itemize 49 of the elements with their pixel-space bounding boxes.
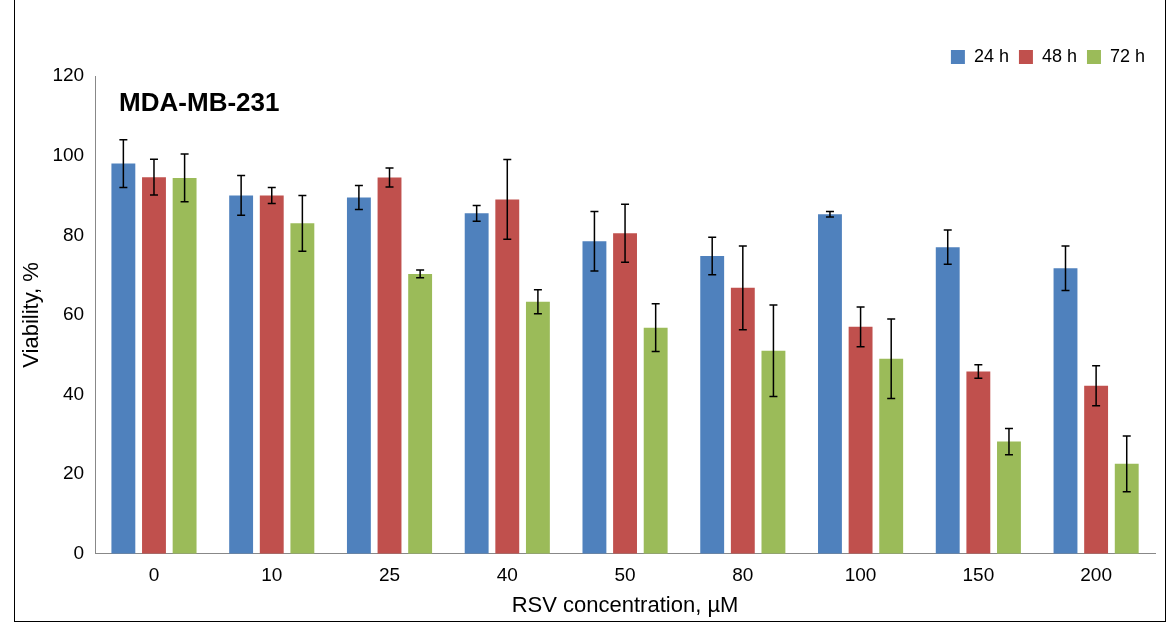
bar [997,441,1021,554]
bar [935,247,960,554]
bar [1084,385,1109,554]
x-tick-label: 0 [148,564,160,586]
bar [290,223,315,554]
bar [172,177,197,554]
text: MDA-MB-231 [119,87,280,118]
y-axis-title: Viability, % [18,262,44,368]
bar [495,199,520,554]
bar [582,241,607,554]
bar [700,255,725,554]
y-tick-label: 80 [62,223,85,245]
legend-label: 72 h [1109,45,1146,66]
x-tick-label: 50 [614,564,636,586]
bar [643,327,668,554]
bar [1053,268,1078,554]
bar [1114,463,1139,554]
legend-label: 48 h [1041,45,1077,66]
legend-label: 24 h [973,45,1009,66]
bar [966,371,991,554]
y-tick-label: 0 [73,542,85,564]
y-tick-label: 100 [52,143,85,165]
x-tick-label: 100 [844,564,877,586]
bar [761,350,786,554]
x-tick-label: 40 [496,564,518,586]
y-tick-label: 60 [62,303,85,325]
x-axis-title: RSV concentration, µM [511,591,739,617]
y-tick-label: 40 [62,382,85,404]
bar [525,301,550,554]
bar [111,163,136,554]
bar [377,177,402,554]
bar [818,214,842,554]
bar [408,273,433,554]
bar [259,195,284,554]
bar [142,177,166,554]
y-tick-label: 120 [52,64,85,86]
bar [613,233,637,554]
bar [730,287,755,554]
x-tick-label: 150 [962,564,995,586]
bar [464,213,489,554]
x-tick-label: 10 [261,564,283,586]
bar [879,358,904,554]
bar [848,326,873,554]
x-tick-label: 25 [378,564,401,586]
x-tick-label: 80 [732,564,754,586]
bar [229,195,254,554]
bar [346,197,371,554]
x-tick-label: 200 [1080,564,1112,586]
y-tick-label: 20 [62,462,85,484]
